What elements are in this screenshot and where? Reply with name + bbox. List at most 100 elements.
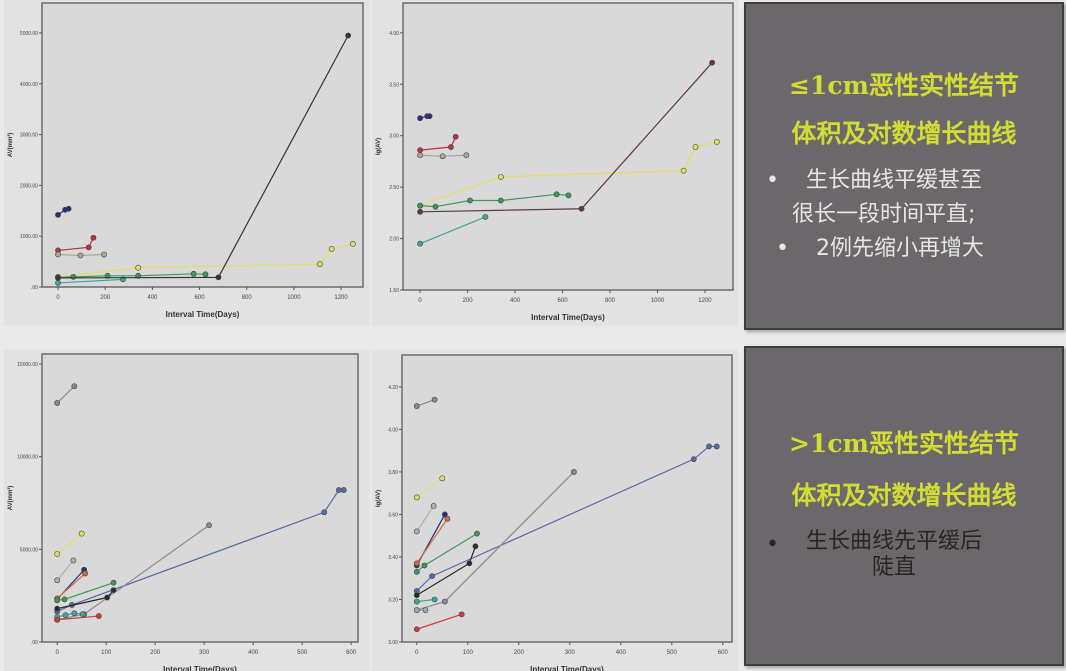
- data-point: [413, 607, 420, 614]
- data-point: [54, 597, 61, 604]
- data-point: [458, 611, 465, 618]
- y-axis-label: lg(AV): [376, 490, 382, 507]
- data-point: [215, 274, 222, 281]
- data-point: [55, 251, 61, 258]
- series-line: [416, 477, 443, 498]
- x-tick-label: 600: [718, 650, 729, 656]
- data-point: [55, 275, 61, 281]
- data-point: [85, 244, 92, 251]
- y-tick-label: 3.20: [388, 597, 398, 603]
- y-axis-label: AV(mm³): [7, 133, 14, 158]
- data-point: [413, 528, 420, 535]
- y-tick-label: 4.00: [389, 31, 399, 37]
- bullet-icon: •: [766, 168, 779, 193]
- data-point: [441, 598, 448, 605]
- data-point: [467, 197, 473, 204]
- x-tick-label: 600: [195, 295, 206, 301]
- chart-svg: 0 200 400 600 800 1000 1200 1.50 2.00 2.50 3.00 3.5…: [376, 2, 734, 322]
- data-point: [422, 607, 429, 614]
- summary-panel-small-nodules: ≤1cm恶性实性结节 体积及对数增长曲线 • 生长曲线平缓甚至 很长一段时间平直…: [744, 2, 1064, 330]
- data-point: [70, 273, 77, 280]
- data-point: [413, 598, 420, 605]
- data-point: [474, 530, 480, 537]
- data-point: [482, 214, 489, 220]
- x-tick-label: 500: [297, 650, 308, 656]
- data-point: [565, 192, 572, 199]
- data-point: [62, 612, 69, 619]
- data-point: [690, 456, 697, 463]
- chart-top-left-volume: 0 200 400 600 800 1000 1200 .00 1000.00 2000.00 30…: [4, 0, 370, 326]
- x-tick-label: 300: [565, 650, 576, 656]
- data-point: [54, 551, 61, 557]
- y-tick-label: 10000.00: [17, 455, 38, 461]
- data-point: [206, 522, 212, 529]
- y-tick-label: .00: [31, 285, 38, 291]
- data-point: [709, 59, 716, 66]
- data-point: [54, 605, 61, 612]
- summary-panel-large-nodules: >1cm恶性实性结节 体积及对数增长曲线 • 生长曲线先平缓后 陡直: [744, 346, 1064, 666]
- data-point: [345, 32, 352, 39]
- x-tick-label: 0: [415, 650, 419, 656]
- x-tick-label: 300: [199, 650, 210, 656]
- data-point: [55, 211, 61, 218]
- data-point: [578, 205, 585, 212]
- x-axis-label: Interval Time(Days): [163, 665, 237, 671]
- x-tick-label: 200: [100, 295, 111, 301]
- y-tick-label: 2000.00: [20, 183, 38, 189]
- x-tick-label: 1200: [334, 295, 348, 301]
- bullet-icon: •: [776, 236, 789, 261]
- bullet-item: • 2例先缩小再增大: [776, 232, 984, 266]
- y-tick-label: 5000.00: [20, 547, 38, 553]
- x-tick-label: 600: [346, 650, 357, 656]
- data-point: [95, 613, 102, 619]
- data-point: [497, 197, 504, 204]
- x-tick-label: 1000: [287, 295, 301, 301]
- data-point: [417, 115, 423, 122]
- y-tick-label: 4000.00: [20, 82, 38, 88]
- y-tick-label: 3.60: [388, 512, 398, 518]
- x-tick-label: 1000: [651, 298, 665, 304]
- data-point: [713, 138, 720, 145]
- bullet-item: • 生长曲线先平缓后 陡直: [766, 528, 982, 580]
- series-line: [416, 399, 435, 407]
- plot-area: [401, 354, 733, 643]
- data-point: [340, 487, 347, 493]
- x-tick-label: 500: [667, 650, 678, 656]
- series-line: [56, 572, 86, 599]
- y-tick-label: 3.00: [389, 134, 399, 140]
- series-line: [416, 598, 435, 603]
- y-tick-label: 4.00: [388, 427, 398, 433]
- data-point: [692, 144, 699, 150]
- series-line: [416, 505, 435, 532]
- x-tick-label: 100: [463, 650, 474, 656]
- series-line: [416, 518, 448, 564]
- series-line: [56, 533, 83, 555]
- x-tick-label: 600: [558, 298, 569, 304]
- x-tick-label: 100: [101, 650, 112, 656]
- data-point: [190, 270, 197, 277]
- panel-title-line1: >1cm恶性实性结节: [788, 429, 1020, 458]
- bullet-icon: •: [766, 532, 779, 557]
- series-line: [58, 278, 123, 284]
- data-point: [70, 557, 77, 564]
- y-tick-label: 3000.00: [20, 133, 38, 139]
- data-point: [104, 272, 111, 279]
- data-point: [110, 579, 117, 586]
- data-point: [439, 475, 446, 482]
- data-point: [570, 469, 577, 475]
- data-point: [349, 240, 356, 247]
- bullet-text-line2: 很长一段时间平直;: [792, 202, 976, 227]
- y-tick-label: 1000.00: [20, 234, 38, 240]
- data-point: [713, 443, 720, 450]
- x-tick-label: 200: [150, 650, 161, 656]
- data-point: [321, 509, 328, 516]
- series-line: [56, 385, 75, 404]
- data-point: [430, 503, 437, 509]
- data-point: [54, 577, 61, 584]
- data-point: [553, 191, 560, 198]
- y-tick-label: 1.50: [389, 288, 399, 294]
- x-tick-label: 400: [147, 295, 158, 301]
- data-point: [110, 587, 117, 594]
- y-tick-label: 5000.00: [20, 31, 38, 37]
- chart-svg: 0 200 400 600 800 1000 1200 .00 1000.00 2000.00 30…: [7, 2, 364, 319]
